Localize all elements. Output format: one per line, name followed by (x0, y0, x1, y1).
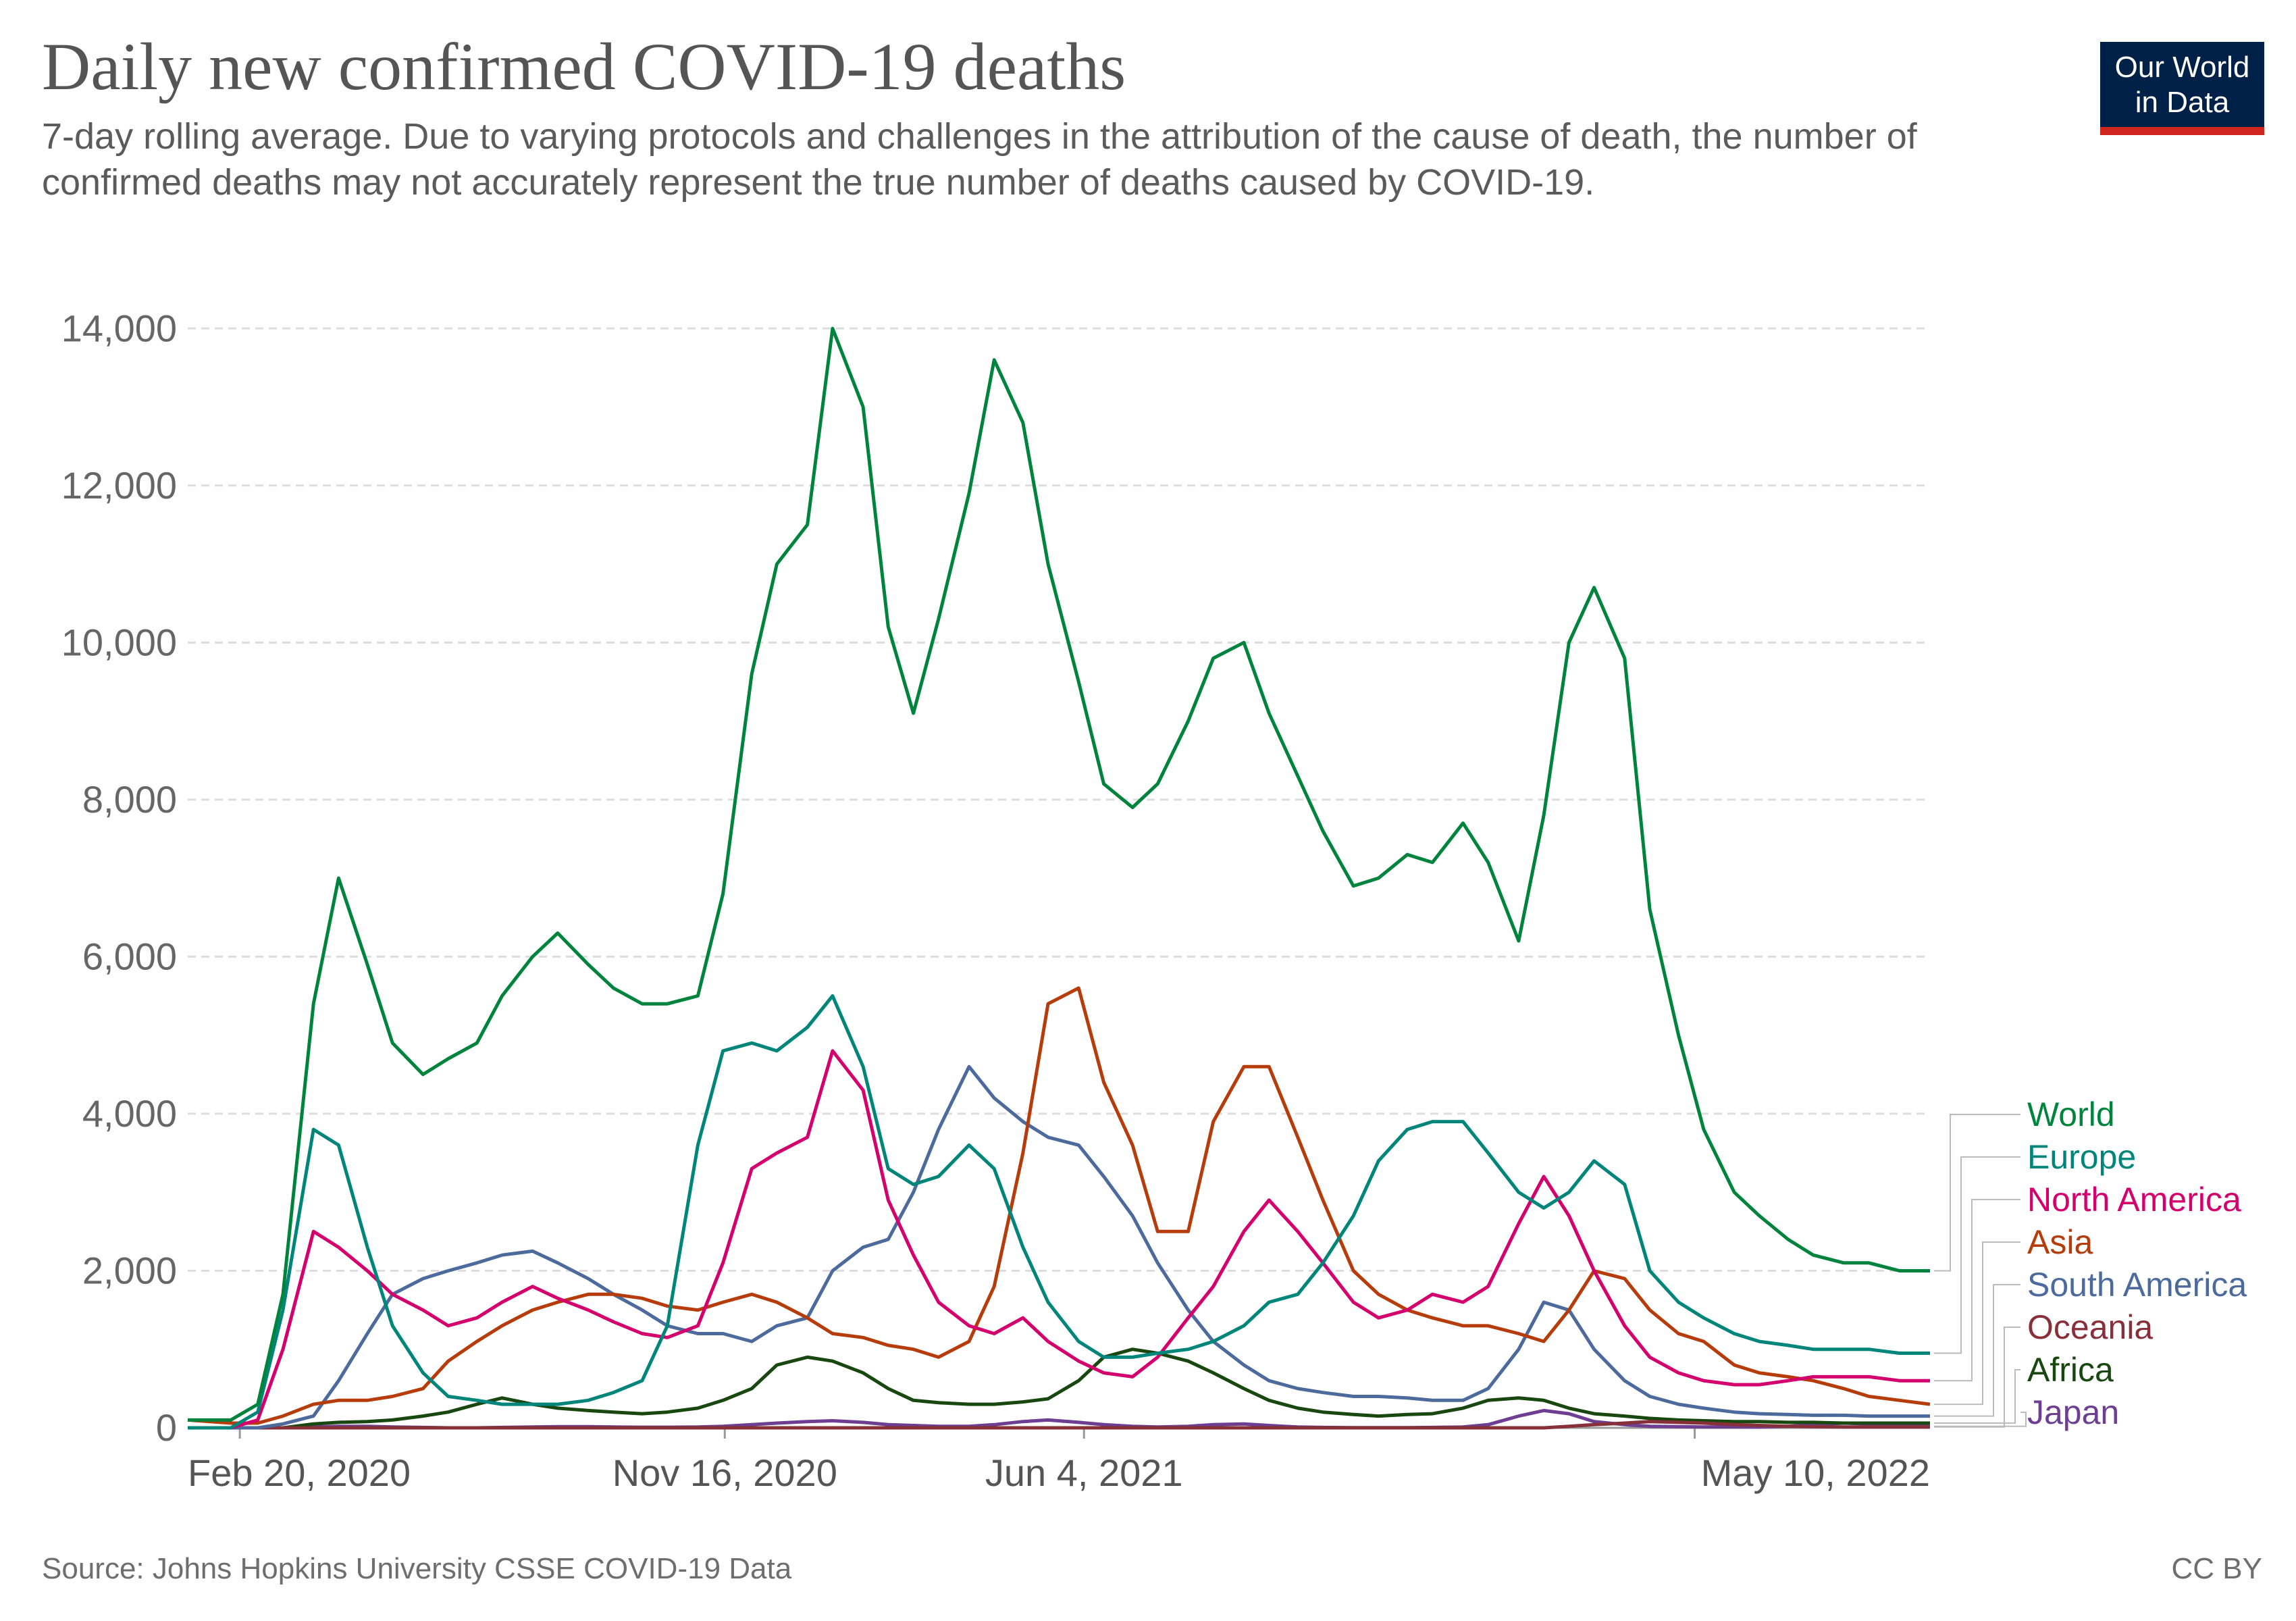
series-lines (187, 326, 1931, 1430)
source-note[interactable]: Source: Johns Hopkins University CSSE CO… (42, 1552, 792, 1585)
series-line-world[interactable] (188, 326, 1930, 1422)
legend-connector-oceania (1934, 1327, 2020, 1428)
chart-title: Daily new confirmed COVID-19 deaths (42, 29, 1126, 104)
y-axis: 0 2,000 4,000 6,000 8,000 10,000 12,000 14,000 (61, 307, 177, 1449)
y-tick-label: 6,000 (82, 935, 177, 977)
y-tick-label: 14,000 (61, 307, 177, 349)
chart-subtitle: 7-day rolling average. Due to varying pr… (42, 116, 1917, 203)
x-axis: Feb 20, 2020 Nov 16, 2020 Jun 4, 2021 May 1… (188, 1426, 1930, 1494)
legend-connector-world (1934, 1114, 2020, 1272)
legend-label-oceania[interactable]: Oceania (2027, 1308, 2153, 1346)
legend-connector-africa (1934, 1369, 2020, 1424)
legend-connector-north-america (1934, 1199, 2020, 1382)
series-line-south-america[interactable] (188, 1064, 1930, 1430)
y-tick-label: 0 (156, 1406, 177, 1449)
x-tick-label: Nov 16, 2020 (612, 1451, 837, 1494)
logo-line-1: Our World (2114, 51, 2250, 84)
legend-label-world[interactable]: World (2027, 1096, 2115, 1133)
x-tick-label: Feb 20, 2020 (188, 1451, 411, 1494)
owid-logo[interactable]: Our World in Data (2100, 42, 2264, 135)
legend-label-europe[interactable]: Europe (2027, 1138, 2136, 1176)
legend-connector-south-america (1934, 1284, 2020, 1417)
gridlines (188, 327, 1930, 1272)
logo-accent-bar (2100, 127, 2264, 135)
y-tick-label: 10,000 (61, 621, 177, 663)
x-tick-label: Jun 4, 2021 (985, 1451, 1183, 1494)
legend: World Europe North America Asia South Americ… (1934, 1096, 2247, 1431)
y-tick-label: 12,000 (61, 464, 177, 507)
y-tick-label: 8,000 (82, 778, 177, 821)
x-tick-label: May 10, 2022 (1701, 1451, 1930, 1494)
license-note[interactable]: CC BY (2171, 1552, 2262, 1585)
legend-label-africa[interactable]: Africa (2027, 1351, 2114, 1389)
series-line-oceania[interactable] (188, 1420, 1930, 1430)
logo-line-2: in Data (2135, 86, 2230, 119)
legend-connector-japan (1934, 1412, 2027, 1427)
legend-label-asia[interactable]: Asia (2027, 1223, 2093, 1261)
y-tick-label: 4,000 (82, 1092, 177, 1135)
legend-label-japan[interactable]: Japan (2027, 1393, 2119, 1431)
legend-label-south-america[interactable]: South America (2027, 1266, 2247, 1304)
legend-connector-asia (1934, 1241, 2020, 1406)
y-tick-label: 2,000 (82, 1249, 177, 1291)
legend-connector-europe (1934, 1156, 2020, 1354)
series-line-europe[interactable] (188, 994, 1930, 1430)
legend-label-north-america[interactable]: North America (2027, 1181, 2241, 1218)
series-line-asia[interactable] (187, 986, 1931, 1425)
series-line-north-america[interactable] (188, 1049, 1930, 1430)
